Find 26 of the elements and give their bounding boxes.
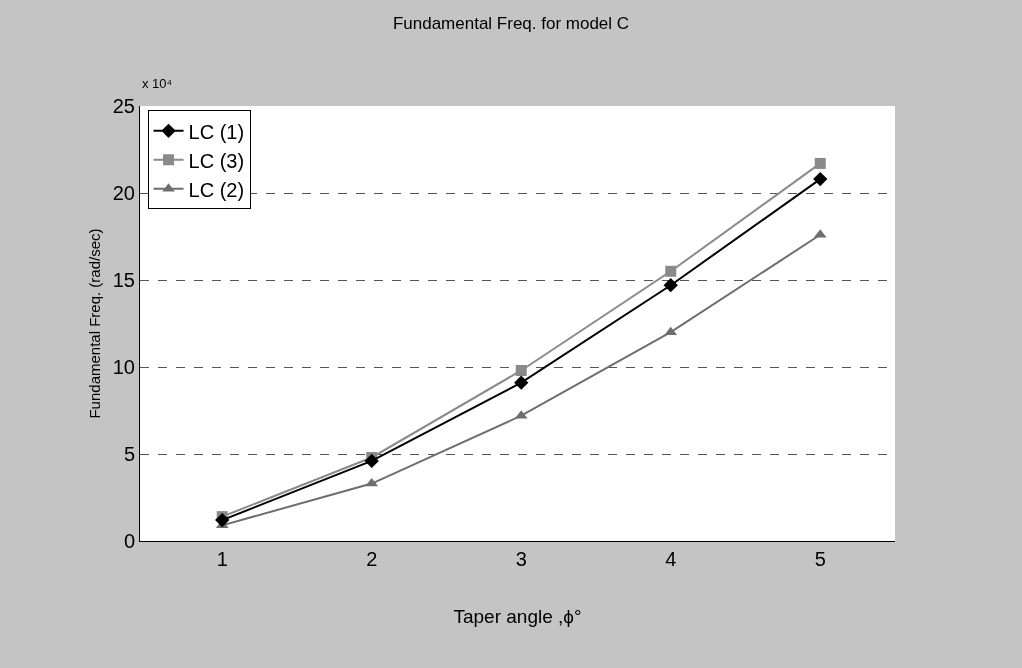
x-tick-label: 4	[665, 548, 677, 570]
point	[813, 171, 828, 187]
legend-label: LC (3)	[188, 149, 245, 172]
y-tick-label: 5	[123, 443, 135, 465]
point	[515, 364, 527, 376]
point	[665, 265, 677, 277]
y-tick-label: 10	[112, 356, 135, 378]
point	[814, 157, 826, 169]
point	[514, 375, 529, 390]
y-tick-label: 20	[112, 182, 135, 204]
text: x 10⁴	[142, 76, 173, 91]
x-tick-label: 3	[515, 548, 527, 570]
y-tick-label: 15	[112, 269, 135, 291]
legend-label: LC (2)	[188, 178, 245, 201]
x-tick-label: 5	[814, 548, 826, 570]
y-tick-label: 25	[112, 95, 135, 117]
point	[663, 278, 678, 293]
x-tick-label: 2	[366, 548, 378, 570]
legend-label: LC (1)	[188, 120, 245, 143]
chart-title: Fundamental Freq. for model C	[392, 13, 630, 33]
point	[364, 453, 379, 469]
point	[215, 512, 230, 528]
y-axis-title: Fundamental Freq. (rad/sec)	[86, 228, 103, 419]
x-axis-title: Taper angle ,ϕ°	[453, 605, 582, 627]
y-tick-label: 0	[123, 530, 135, 552]
x-tick-label: 1	[216, 548, 228, 570]
